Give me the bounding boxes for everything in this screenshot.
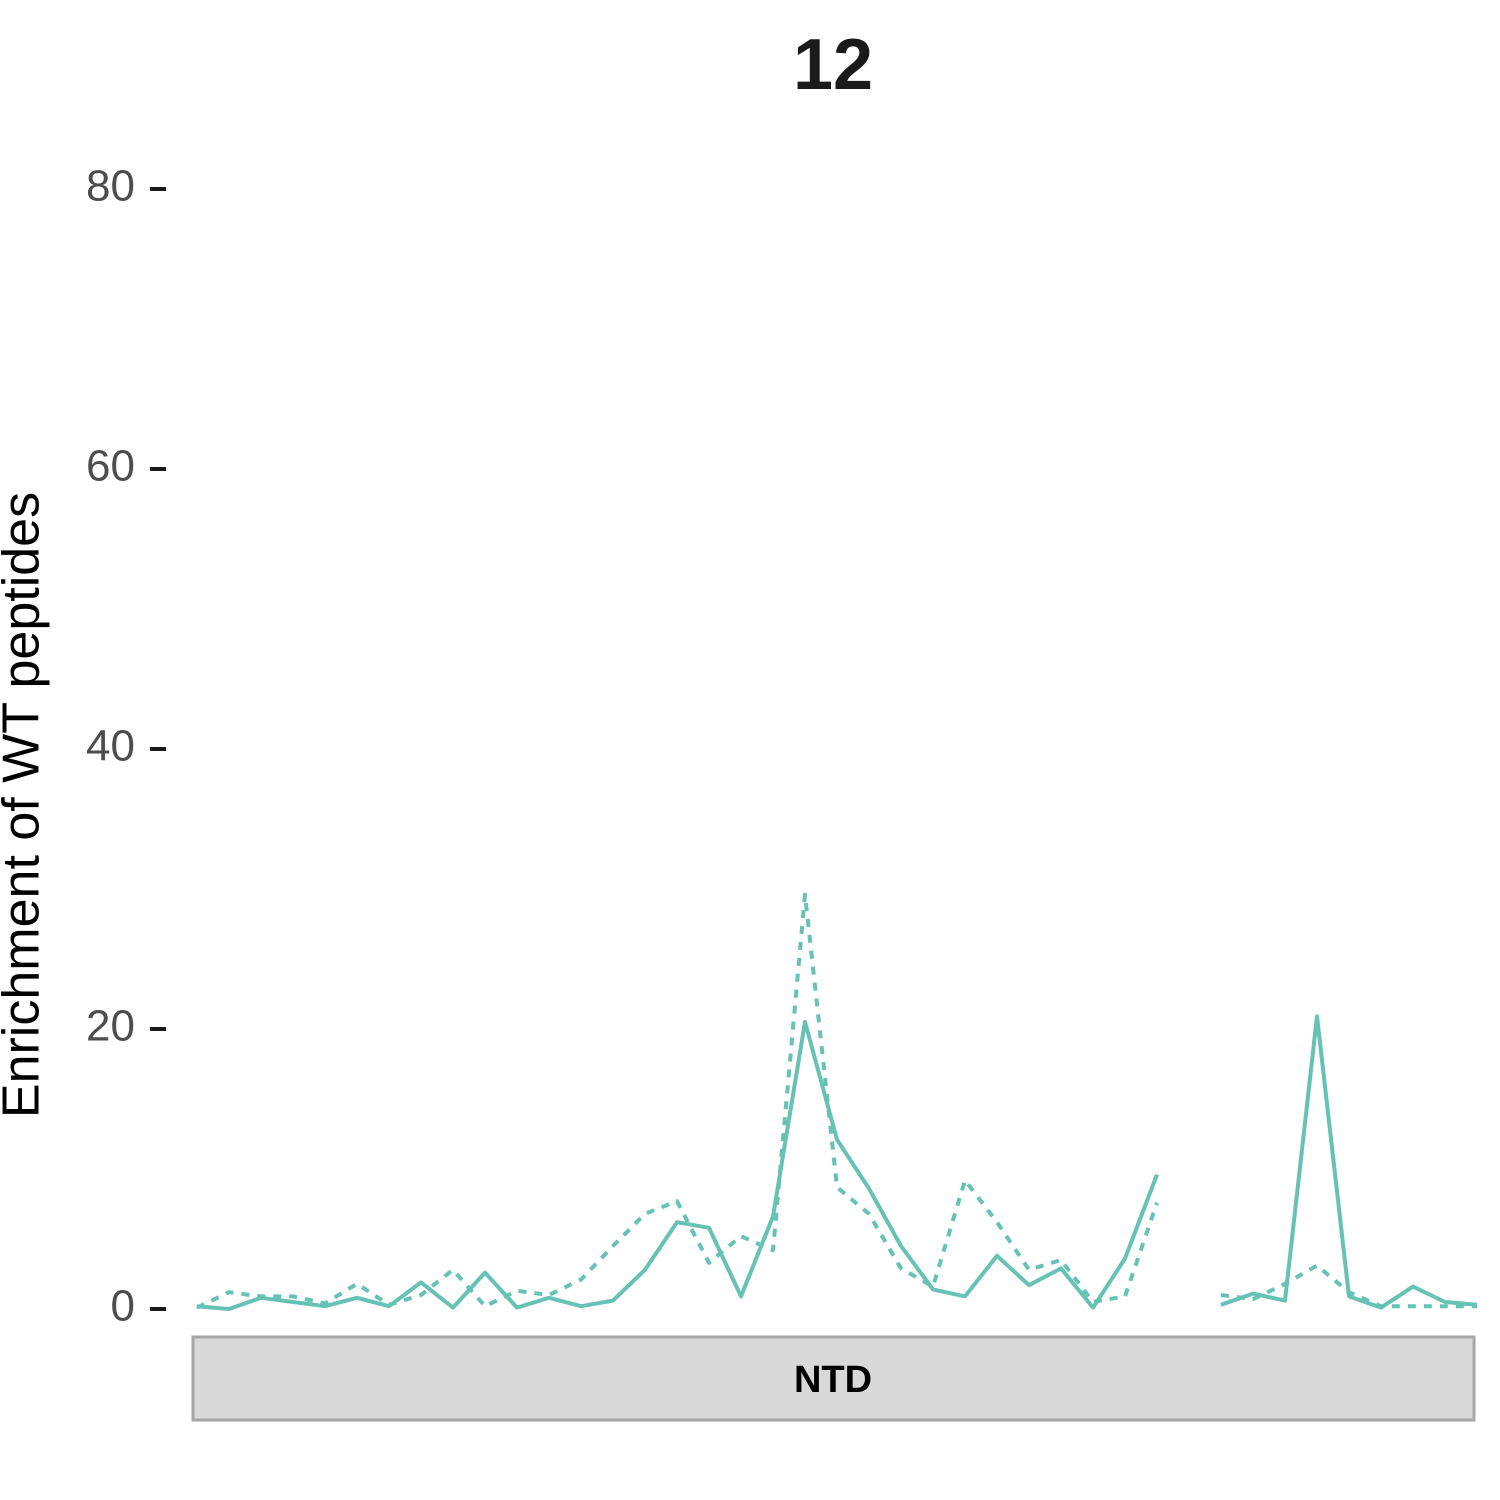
strip-label: NTD (794, 1359, 872, 1401)
chart-title: 12 (793, 25, 873, 105)
y-tick-label: 40 (86, 722, 135, 771)
y-tick-label: 20 (86, 1002, 135, 1051)
y-tick-label: 0 (111, 1282, 135, 1331)
y-tick-label: 80 (86, 162, 135, 211)
series-line (196, 892, 1477, 1310)
strip (191, 1335, 1476, 1422)
series-line (196, 1014, 1478, 1311)
y-tick-label: 60 (86, 442, 135, 491)
y-axis-label: Enrichment of WT peptides (0, 492, 51, 1118)
